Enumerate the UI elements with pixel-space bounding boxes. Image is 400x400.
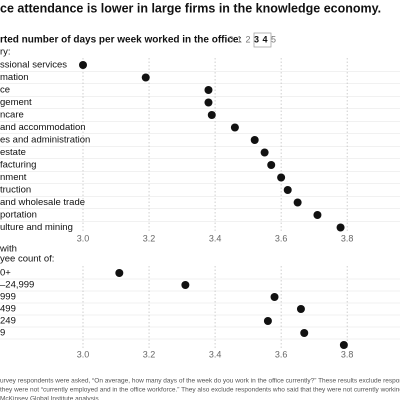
category-label: es and administration (0, 135, 90, 146)
dot (204, 98, 213, 107)
dot (207, 111, 216, 119)
dot (313, 211, 322, 219)
dot (263, 317, 272, 325)
footnote: they were not “currently employed and in… (0, 387, 400, 394)
dot (204, 86, 213, 94)
scale-label: 1 (237, 34, 242, 44)
category-label: truction (0, 185, 31, 196)
category-label: 0+ (0, 268, 11, 279)
dot (339, 341, 348, 349)
dot (141, 73, 150, 82)
dot (277, 173, 286, 182)
dot (293, 198, 302, 207)
x-tick-label: 3.2 (143, 349, 156, 359)
category-label: –24,999 (0, 280, 34, 291)
dot (250, 136, 259, 144)
scale-highlight (253, 32, 272, 48)
category-label: gement (0, 97, 32, 108)
dot (270, 293, 279, 301)
category-label: mation (0, 72, 29, 83)
dot (79, 61, 87, 69)
x-tick-label: 3.0 (77, 349, 90, 359)
category-label: ce (0, 85, 10, 96)
dot (300, 329, 309, 337)
dot (296, 305, 305, 313)
dot (260, 148, 269, 157)
x-tick-label: 3.8 (341, 233, 354, 243)
scale-label: 5 (271, 34, 276, 44)
group-label: yee count of: (0, 254, 54, 265)
category-label: facturing (0, 160, 36, 171)
scale-label: 2 (245, 34, 250, 44)
category-label: ncare (0, 110, 24, 121)
dot (181, 281, 190, 289)
footnote: urvey respondents were asked, “On averag… (0, 378, 400, 385)
category-label: estate (0, 147, 26, 158)
category-label: ulture and mining (0, 222, 73, 233)
scale-label: 0 (228, 34, 233, 44)
category-label: and wholesale trade (0, 197, 85, 208)
group-label: with (0, 244, 17, 255)
chart-subtitle: rted number of days per week worked in t… (0, 35, 242, 46)
dot (115, 269, 124, 277)
category-label: portation (0, 210, 37, 221)
category-label: 9 (0, 328, 5, 339)
chart-title: ce attendance is lower in large firms in… (0, 1, 381, 15)
dot (230, 123, 239, 132)
scale-label: 3 (254, 34, 259, 44)
dot (267, 161, 276, 169)
x-tick-label: 3.6 (275, 349, 288, 359)
dot (283, 186, 292, 194)
x-tick-label: 3.6 (275, 233, 288, 243)
category-label: ssional services (0, 60, 67, 71)
category-label: and accommodation (0, 122, 86, 133)
category-label: 999 (0, 292, 16, 303)
x-tick-label: 3.0 (77, 233, 90, 243)
x-tick-label: 3.8 (341, 349, 354, 359)
x-tick-label: 3.2 (143, 233, 156, 243)
scale-label: 4 (262, 34, 267, 44)
category-label: 499 (0, 304, 16, 315)
group-label: ry: (0, 47, 11, 58)
x-tick-label: 3.4 (209, 233, 222, 243)
dot (336, 223, 345, 232)
x-tick-label: 3.4 (209, 349, 222, 359)
footnote: McKinsey Global Institute analysis (0, 396, 99, 400)
category-label: nment (0, 172, 27, 183)
category-label: 249 (0, 316, 16, 327)
